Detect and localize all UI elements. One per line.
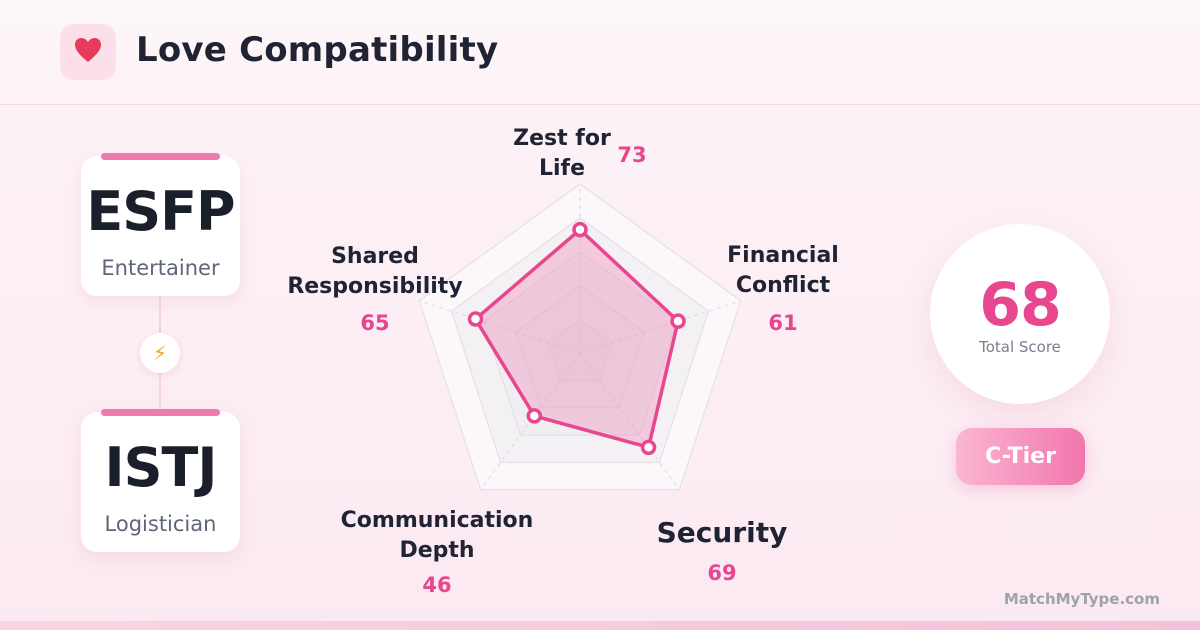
radar-series-area	[473, 227, 680, 450]
header: Love Compatibility	[0, 0, 1200, 105]
type-name: Entertainer	[101, 256, 220, 280]
connector-line-top	[159, 296, 161, 333]
radar-axis-label: Conflict	[736, 273, 831, 298]
score-value: 68	[979, 270, 1062, 340]
radar-value-label: 61	[768, 311, 797, 335]
type-card-accent	[101, 409, 220, 416]
radar-chart: Zest for Life 73 Financial Conflict 61 Securit…	[287, 126, 839, 597]
score-label: Total Score	[979, 338, 1061, 356]
page-title: Love Compatibility	[136, 30, 499, 70]
radar-data-point	[467, 311, 484, 327]
radar-data-point	[670, 313, 686, 329]
type-card-2: ISTJ Logistician	[81, 409, 240, 552]
radar-data-point	[572, 221, 588, 238]
type-name: Logistician	[104, 512, 217, 536]
radar-axis-label: Depth	[399, 538, 474, 563]
logo	[60, 24, 116, 80]
brand-link[interactable]: MatchMyType.com	[1003, 590, 1160, 608]
bottom-strip	[0, 621, 1200, 630]
heart-icon	[74, 37, 102, 67]
radar-axis-label: Responsibility	[287, 274, 462, 299]
radar-value-label: 69	[707, 561, 736, 585]
type-card-1: ESFP Entertainer	[81, 153, 240, 296]
radar-value-label: 46	[422, 573, 451, 597]
radar-axis-label: Security	[657, 516, 788, 549]
lightning-bolt-icon: ⚡	[140, 333, 180, 373]
radar-axis-label: Shared	[331, 244, 419, 269]
radar-axis-label: Zest for	[513, 126, 611, 151]
radar-data-point	[526, 408, 543, 424]
radar-axis-label: Life	[539, 156, 585, 181]
type-code: ISTJ	[104, 436, 218, 499]
type-code: ESFP	[86, 180, 235, 243]
connector-line-bottom	[159, 373, 161, 413]
score-circle: 68 Total Score	[930, 224, 1110, 404]
radar-axis-label: Financial	[727, 243, 839, 268]
radar-axis-label: Communication	[341, 508, 534, 533]
radar-value-label: 73	[617, 143, 646, 167]
type-card-accent	[101, 153, 220, 160]
radar-data-point	[640, 439, 657, 456]
tier-badge: C-Tier	[956, 428, 1085, 485]
radar-value-label: 65	[360, 311, 389, 335]
